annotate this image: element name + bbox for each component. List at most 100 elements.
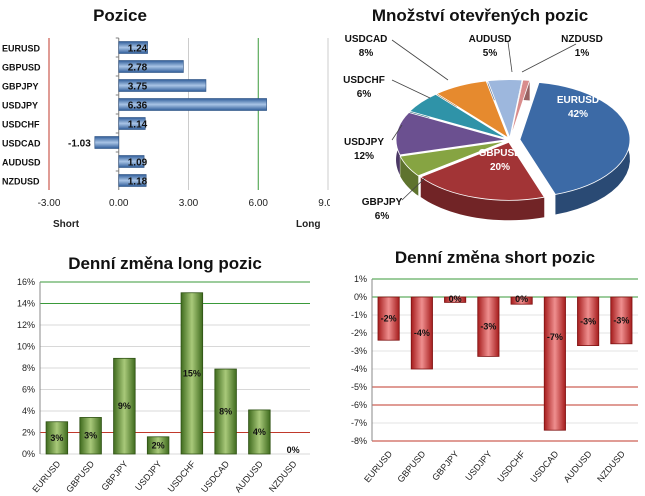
pie-value-label: 12% bbox=[354, 151, 374, 162]
x-tick-label: 3.00 bbox=[179, 198, 199, 209]
category-label: GBPUSD bbox=[64, 458, 96, 494]
bar bbox=[118, 79, 207, 92]
bar bbox=[377, 296, 400, 341]
bar bbox=[214, 368, 237, 455]
pie-label: USDJPY bbox=[344, 137, 384, 148]
pie-label: GBPUSD bbox=[479, 148, 522, 159]
bar bbox=[477, 296, 500, 357]
category-label: AUDUSD bbox=[233, 458, 265, 494]
pie-label: NZDUSD bbox=[561, 34, 603, 45]
daily-long-title: Denní změna long pozic bbox=[68, 254, 262, 273]
bar bbox=[118, 174, 147, 187]
pie-label: USDCAD bbox=[345, 34, 388, 45]
bar bbox=[94, 136, 120, 149]
x-tick-label: -3.00 bbox=[38, 198, 61, 209]
y-tick-label: 1% bbox=[354, 274, 367, 284]
data-label: 0% bbox=[449, 294, 462, 304]
pie-slice bbox=[436, 80, 510, 139]
bar bbox=[113, 357, 136, 455]
y-tick-label: -7% bbox=[351, 418, 367, 428]
open-interest-title: Množství otevřených pozic bbox=[371, 6, 589, 25]
leader-line bbox=[391, 124, 403, 141]
y-tick-label: -3% bbox=[351, 346, 367, 356]
positions-chart: -3.00 0.00 3.00 6.00 9.00 EURUSD 1.24 GBPUSD 2.7… bbox=[2, 37, 330, 230]
category-label: USDCHF bbox=[2, 120, 40, 130]
pie-value-label: 6% bbox=[357, 89, 372, 100]
pie-slice bbox=[487, 79, 523, 139]
open-interest-chart: EURUSD 42% GBPUSD 20% GBPJPY 6% USDJPY 12% USDCH… bbox=[343, 34, 631, 222]
pie-slice-side bbox=[400, 156, 419, 196]
category-label: EURUSD bbox=[362, 448, 394, 484]
bar bbox=[118, 60, 184, 73]
category-label: GBPJPY bbox=[430, 449, 460, 483]
data-label: 9% bbox=[118, 401, 131, 411]
short-label: Short bbox=[53, 219, 80, 230]
category-label: AUDUSD bbox=[2, 158, 41, 168]
data-label: -3% bbox=[480, 322, 496, 332]
leader-line bbox=[507, 41, 513, 73]
pie-value-label: 8% bbox=[359, 48, 374, 59]
daily-short-title: Denní změna short pozic bbox=[394, 248, 596, 267]
positions-title: Pozice bbox=[93, 6, 147, 25]
pie-value-label: 20% bbox=[490, 162, 510, 173]
bar bbox=[410, 296, 433, 370]
daily-long-chart: 0% 2% 4% 6% 8% 10% 12% 14% 16% 3% EURUSD 3% GBPUSD 9%… bbox=[17, 277, 310, 494]
pie-label: USDCHF bbox=[343, 75, 385, 86]
x-tick-label: 9.00 bbox=[318, 198, 330, 209]
category-label: GBPJPY bbox=[99, 459, 129, 493]
data-label: 2% bbox=[152, 440, 165, 450]
data-label: -1.03 bbox=[68, 139, 91, 150]
bar bbox=[180, 292, 204, 455]
data-label: 15% bbox=[183, 368, 201, 378]
data-label: 2.78 bbox=[128, 63, 148, 74]
category-label: NZDUSD bbox=[2, 177, 40, 187]
pie-label: EURUSD bbox=[557, 95, 599, 106]
data-label: 1.24 bbox=[128, 44, 148, 55]
data-label: 3% bbox=[84, 431, 97, 441]
y-tick-label: 14% bbox=[17, 299, 35, 309]
data-label: -3% bbox=[580, 316, 596, 326]
bar bbox=[118, 155, 145, 168]
category-label: USDCHF bbox=[166, 458, 198, 494]
leader-line bbox=[521, 43, 577, 73]
daily-short-chart: 1% 0% -1% -2% -3% -4% -5% -6% -7% -8% -2% EURUSD -4%… bbox=[351, 274, 638, 484]
pie-slice bbox=[519, 81, 631, 195]
x-tick-label: 6.00 bbox=[249, 198, 269, 209]
y-tick-label: -1% bbox=[351, 310, 367, 320]
data-label: -3% bbox=[613, 315, 629, 325]
bar bbox=[45, 421, 69, 455]
leader-line bbox=[391, 39, 449, 81]
y-tick-label: 4% bbox=[22, 406, 35, 416]
category-label: AUDUSD bbox=[562, 448, 594, 484]
pie-slice bbox=[399, 140, 507, 177]
pie-value-label: 5% bbox=[483, 48, 498, 59]
y-tick-label: 0% bbox=[22, 449, 35, 459]
bar bbox=[510, 296, 533, 305]
data-label: 0% bbox=[515, 294, 528, 304]
category-label: USDCAD bbox=[528, 448, 560, 484]
category-label: NZDUSD bbox=[267, 458, 299, 494]
y-tick-label: -5% bbox=[351, 382, 367, 392]
bar bbox=[577, 296, 600, 346]
bar bbox=[610, 296, 633, 345]
category-label: EURUSD bbox=[2, 44, 41, 54]
bar bbox=[79, 417, 102, 455]
long-label: Long bbox=[296, 219, 320, 230]
leader-line bbox=[401, 177, 426, 201]
pie-value-label: 42% bbox=[568, 109, 588, 120]
x-tick-label: 0.00 bbox=[109, 198, 129, 209]
y-tick-label: -6% bbox=[351, 400, 367, 410]
bar bbox=[248, 409, 271, 455]
data-label: 3% bbox=[50, 433, 63, 443]
y-tick-label: 6% bbox=[22, 385, 35, 395]
y-tick-label: 10% bbox=[17, 342, 35, 352]
bar bbox=[543, 296, 566, 431]
pie-slice bbox=[408, 93, 508, 139]
leader-line bbox=[391, 79, 431, 99]
bar bbox=[118, 41, 148, 54]
category-label: GBPUSD bbox=[2, 63, 41, 73]
data-label: -4% bbox=[414, 328, 430, 338]
bar bbox=[444, 296, 467, 303]
data-label: 4% bbox=[253, 427, 266, 437]
data-label: 8% bbox=[219, 407, 232, 417]
